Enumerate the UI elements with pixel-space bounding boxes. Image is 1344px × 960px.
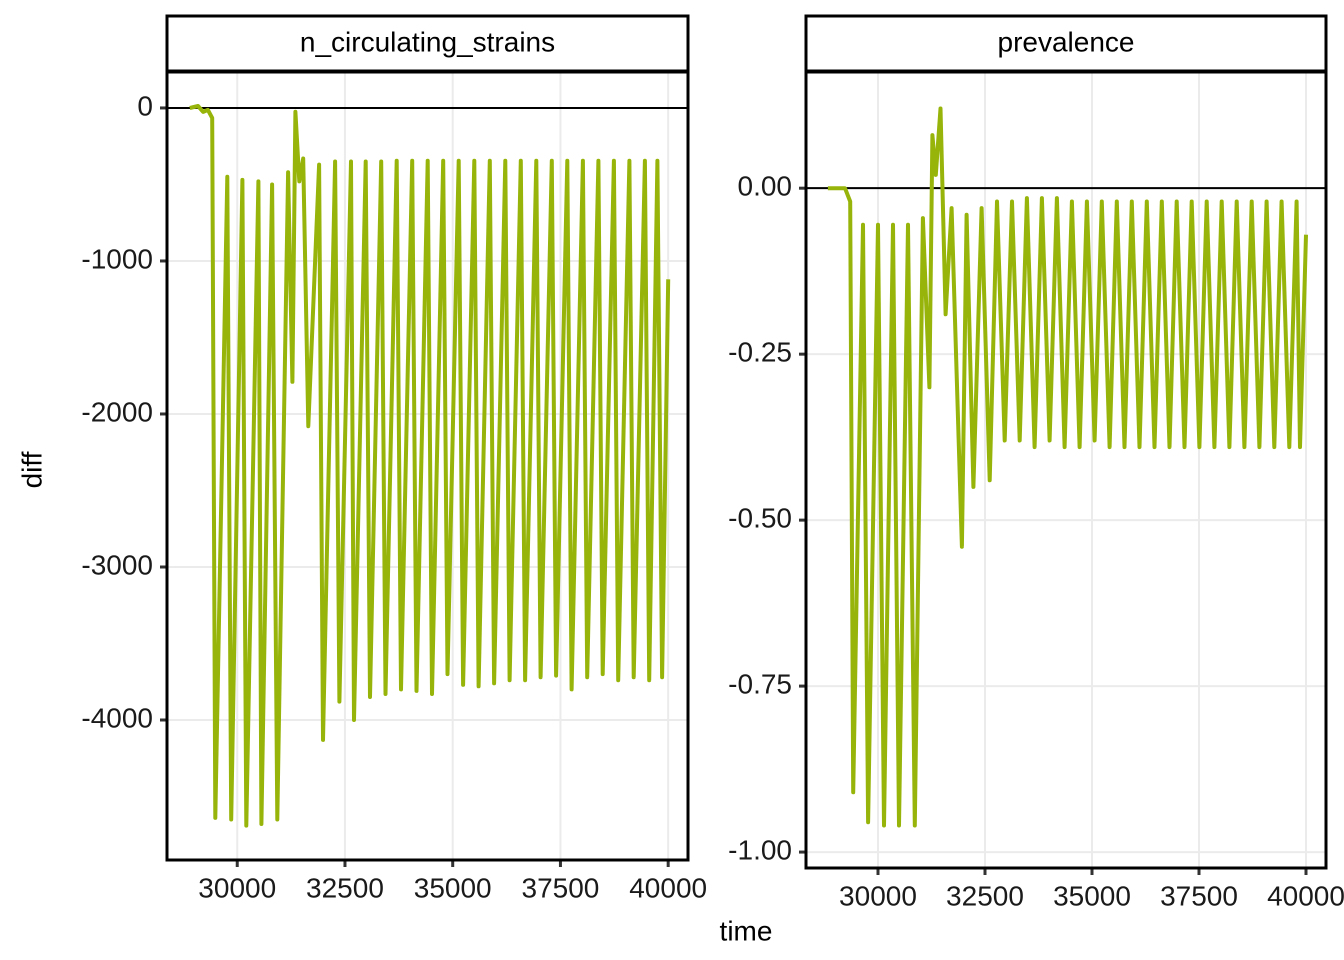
x-tick-label: 35000	[1053, 880, 1131, 911]
panel-background	[806, 72, 1326, 868]
y-tick-label: -2000	[81, 396, 153, 427]
y-tick-label: -1.00	[728, 834, 792, 865]
x-tick-label: 37500	[522, 872, 600, 903]
x-tick-label: 37500	[1160, 880, 1238, 911]
panel-border	[165, 70, 690, 862]
x-tick-label: 32500	[306, 872, 384, 903]
y-tick-label: -3000	[81, 549, 153, 580]
panel-border	[804, 70, 1328, 870]
x-tick-label: 35000	[414, 872, 492, 903]
strip	[165, 14, 690, 73]
strip-title: prevalence	[998, 26, 1135, 57]
x-axis-title: time	[720, 915, 773, 946]
x-tick-label: 40000	[629, 872, 707, 903]
y-tick-label: -0.25	[728, 337, 792, 368]
y-tick-label: -0.75	[728, 668, 792, 699]
strip-title: n_circulating_strains	[300, 26, 555, 57]
x-tick-label: 30000	[839, 880, 917, 911]
data-line	[827, 106, 1308, 828]
data-line	[189, 104, 671, 828]
x-tick-label: 30000	[198, 872, 276, 903]
y-tick-label: -0.50	[728, 503, 792, 534]
x-tick-label: 40000	[1267, 880, 1344, 911]
y-tick-label: 0	[137, 90, 153, 121]
y-tick-label: -4000	[81, 702, 153, 733]
y-tick-label: -1000	[81, 243, 153, 274]
y-axis-title: diff	[16, 451, 47, 488]
x-tick-label: 32500	[946, 880, 1024, 911]
y-tick-label: 0.00	[738, 171, 793, 202]
